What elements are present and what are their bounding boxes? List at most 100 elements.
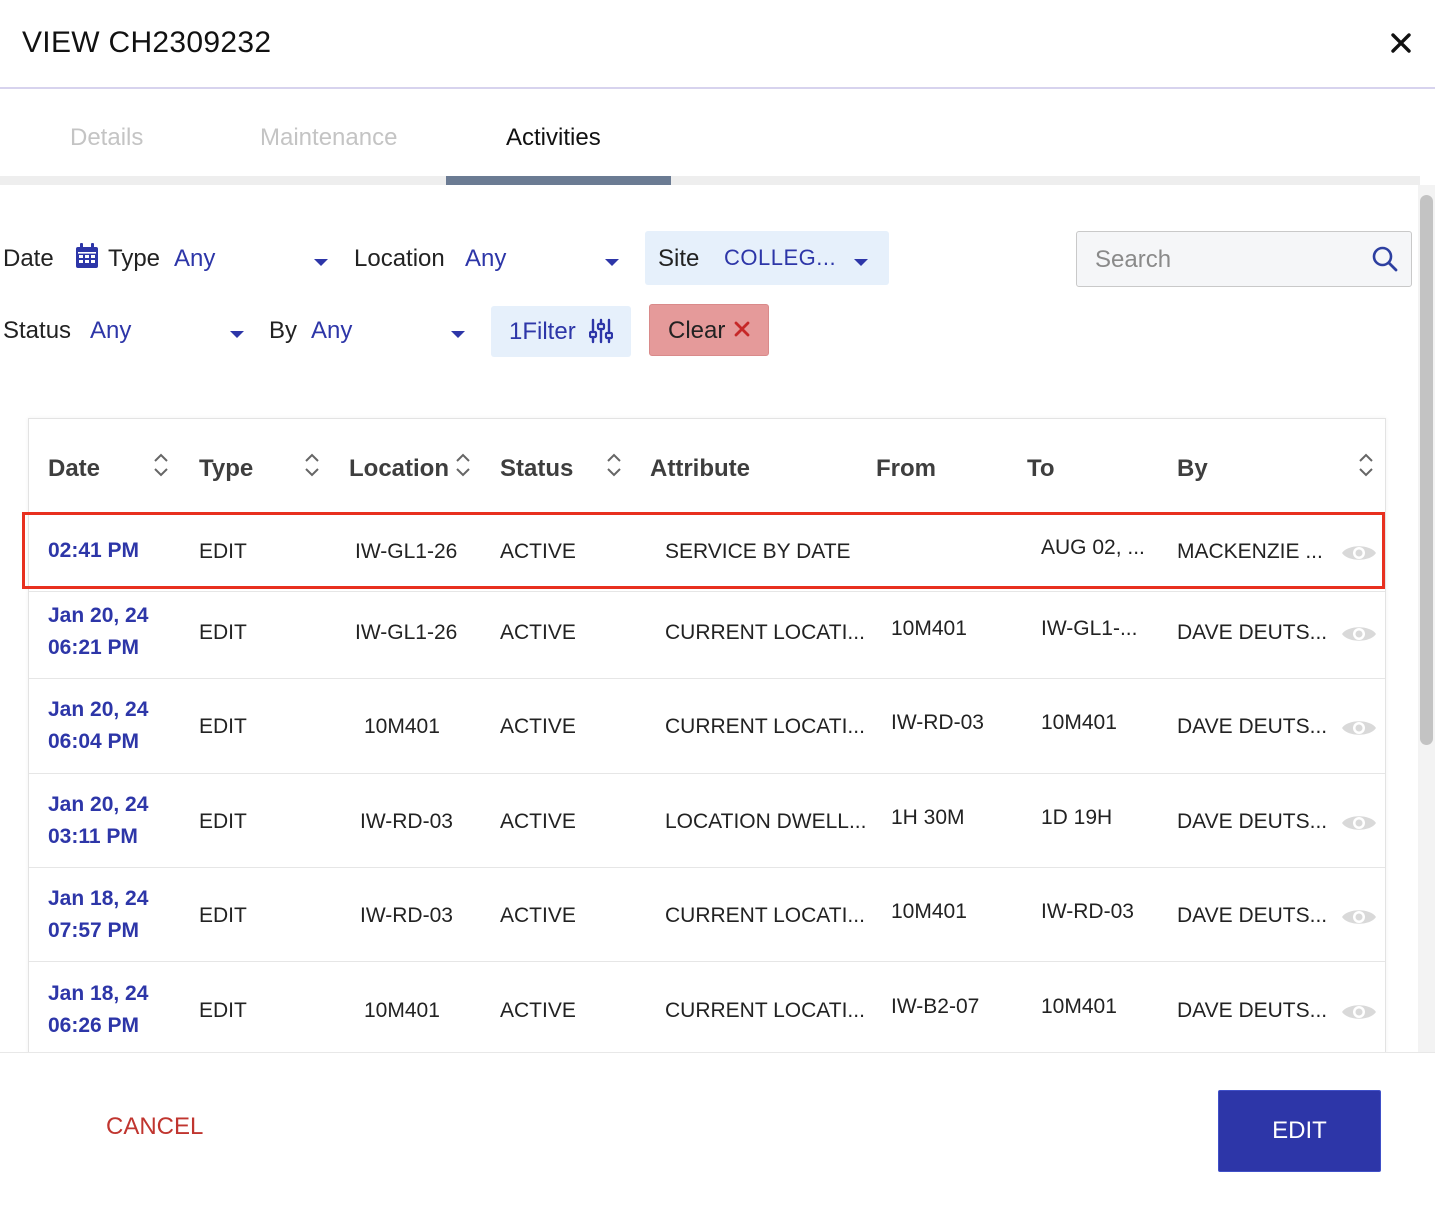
row-date-day: Jan 20, 24 (48, 793, 149, 816)
row-to: 1D 19H (1041, 806, 1113, 829)
row-type: EDIT (199, 715, 247, 738)
calendar-icon[interactable] (75, 243, 99, 269)
row-from: IW-B2-07 (891, 995, 980, 1018)
site-filter-value[interactable]: COLLEG... (724, 245, 837, 270)
row-date: Jan 20, 24 06:04 PM (48, 694, 148, 758)
search-box[interactable] (1076, 231, 1412, 287)
tab-details[interactable]: Details (70, 124, 144, 151)
row-to: IW-RD-03 (1041, 900, 1134, 923)
row-date-time: 06:04 PM (48, 730, 140, 753)
search-icon[interactable] (1371, 245, 1399, 273)
row-to: 10M401 (1041, 711, 1117, 734)
row-status: ACTIVE (500, 999, 576, 1022)
filter-button-label: 1Filter (509, 318, 576, 345)
row-date-time: 06:21 PM (48, 636, 140, 659)
modal-footer: CANCEL EDIT (0, 1052, 1435, 1209)
sort-icon[interactable] (1357, 451, 1375, 479)
search-input[interactable] (1095, 244, 1355, 276)
row-to: 10M401 (1041, 995, 1117, 1018)
row-attribute: CURRENT LOCATI... (665, 621, 865, 644)
table-row[interactable]: 02:41 PM EDIT IW-GL1-26 ACTIVE SERVICE B… (29, 514, 1385, 592)
cancel-button[interactable]: CANCEL (90, 1109, 219, 1145)
by-dropdown-icon[interactable] (451, 331, 465, 338)
edit-button[interactable]: EDIT (1218, 1090, 1381, 1172)
row-date: Jan 18, 24 07:57 PM (48, 883, 148, 947)
eye-icon[interactable] (1341, 542, 1377, 564)
table-row[interactable]: Jan 18, 24 07:57 PM EDIT IW-RD-03 ACTIVE … (29, 868, 1385, 962)
site-dropdown-icon[interactable] (854, 259, 868, 266)
type-dropdown-icon[interactable] (314, 259, 328, 266)
column-header-attribute: Attribute (650, 455, 750, 482)
sort-icon[interactable] (454, 451, 472, 479)
row-by: MACKENZIE ... (1177, 540, 1323, 563)
activities-table: Date Type Location Status Attribute From… (28, 418, 1386, 1058)
location-filter-value[interactable]: Any (465, 245, 507, 272)
eye-icon[interactable] (1341, 812, 1377, 834)
column-header-status[interactable]: Status (500, 455, 574, 482)
table-row[interactable]: Jan 20, 24 03:11 PM EDIT IW-RD-03 ACTIVE … (29, 774, 1385, 868)
column-header-from: From (876, 455, 936, 482)
row-date-day: Jan 18, 24 (48, 887, 149, 910)
row-type: EDIT (199, 810, 247, 833)
row-date: Jan 20, 24 06:21 PM (48, 600, 148, 664)
tab-maintenance[interactable]: Maintenance (260, 124, 398, 151)
row-location: 10M401 (364, 999, 440, 1022)
row-type: EDIT (199, 999, 247, 1022)
row-by: DAVE DEUTS... (1177, 810, 1328, 833)
row-highlight-box (22, 512, 1385, 589)
filter-button[interactable]: 1Filter (491, 306, 631, 357)
row-location: IW-GL1-26 (355, 540, 458, 563)
row-to: AUG 02, ... (1041, 536, 1145, 559)
status-filter-value[interactable]: Any (90, 317, 132, 344)
column-header-to: To (1027, 455, 1055, 482)
column-header-by[interactable]: By (1177, 455, 1208, 482)
row-date-time: 03:11 PM (48, 825, 138, 848)
row-status: ACTIVE (500, 904, 576, 927)
column-header-type[interactable]: Type (199, 455, 254, 482)
column-header-location[interactable]: Location (349, 455, 449, 482)
location-filter-label: Location (354, 245, 445, 272)
eye-icon[interactable] (1341, 717, 1377, 739)
row-from: 1H 30M (891, 806, 965, 829)
row-date-day: Jan 20, 24 (48, 604, 149, 627)
tab-activities[interactable]: Activities (506, 124, 601, 151)
row-type: EDIT (199, 621, 247, 644)
eye-icon[interactable] (1341, 1001, 1377, 1023)
clear-button[interactable]: Clear (649, 304, 769, 356)
row-date-day: Jan 18, 24 (48, 982, 149, 1005)
tab-track (0, 176, 1420, 185)
location-dropdown-icon[interactable] (605, 259, 619, 266)
site-filter-label: Site (658, 245, 700, 272)
table-row[interactable]: Jan 20, 24 06:04 PM EDIT 10M401 ACTIVE CU… (29, 679, 1385, 774)
x-icon (734, 321, 750, 337)
sort-icon[interactable] (605, 451, 623, 479)
sort-icon[interactable] (303, 451, 321, 479)
table-row[interactable]: Jan 18, 24 06:26 PM EDIT 10M401 ACTIVE CU… (29, 962, 1385, 1058)
sliders-icon (589, 318, 613, 344)
column-header-date[interactable]: Date (48, 455, 101, 482)
type-filter-label: Type (108, 245, 161, 272)
by-filter-value[interactable]: Any (311, 317, 353, 344)
row-from: 10M401 (891, 617, 967, 640)
site-filter[interactable]: Site COLLEG... (645, 231, 889, 285)
eye-icon[interactable] (1341, 623, 1377, 645)
row-location: IW-GL1-26 (355, 621, 458, 644)
status-dropdown-icon[interactable] (230, 331, 244, 338)
close-icon[interactable] (1388, 30, 1414, 56)
row-location: IW-RD-03 (360, 904, 453, 927)
scrollbar-thumb[interactable] (1420, 195, 1433, 745)
row-attribute: CURRENT LOCATI... (665, 999, 865, 1022)
row-date: Jan 18, 24 06:26 PM (48, 978, 148, 1042)
modal-header: VIEW CH2309232 (0, 0, 1435, 89)
sort-icon[interactable] (152, 451, 170, 479)
row-attribute: SERVICE BY DATE (665, 540, 851, 563)
eye-icon[interactable] (1341, 906, 1377, 928)
row-by: DAVE DEUTS... (1177, 999, 1328, 1022)
row-status: ACTIVE (500, 810, 576, 833)
row-from: 10M401 (891, 900, 967, 923)
row-by: DAVE DEUTS... (1177, 904, 1328, 927)
table-row[interactable]: Jan 20, 24 06:21 PM EDIT IW-GL1-26 ACTIVE… (29, 592, 1385, 679)
type-filter-value[interactable]: Any (174, 245, 216, 272)
by-filter-label: By (269, 317, 298, 344)
